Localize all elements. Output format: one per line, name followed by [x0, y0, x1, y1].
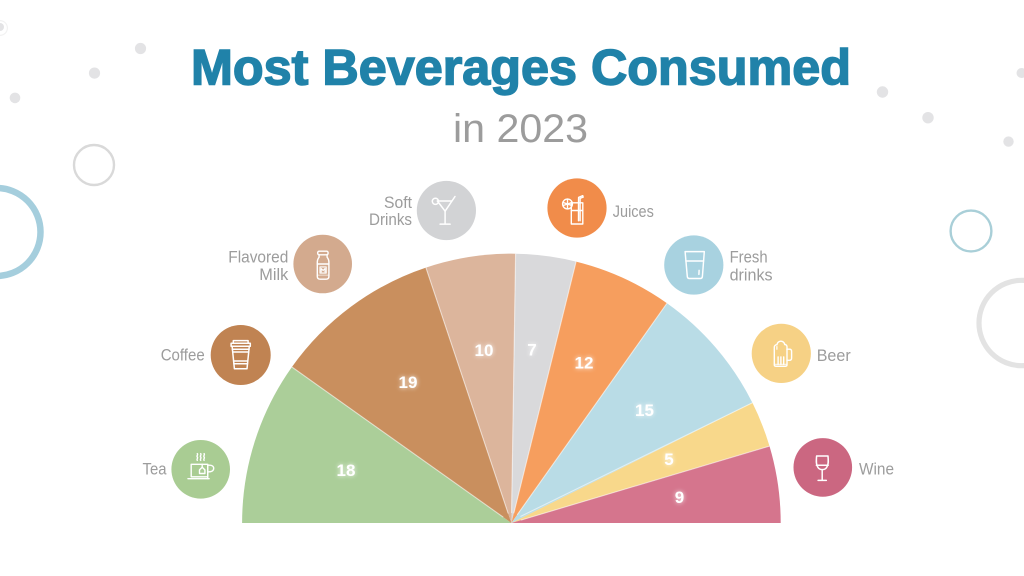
- svg-text:Drinks: Drinks: [369, 210, 412, 229]
- svg-text:12: 12: [575, 354, 594, 373]
- svg-text:Most Beverages Consumed: Most Beverages Consumed: [191, 39, 851, 95]
- svg-text:Soft: Soft: [384, 193, 412, 212]
- svg-text:9: 9: [675, 488, 684, 507]
- svg-text:Fresh: Fresh: [730, 248, 768, 267]
- svg-text:Wine: Wine: [859, 460, 894, 479]
- svg-text:10: 10: [475, 341, 494, 360]
- svg-text:7: 7: [527, 341, 536, 360]
- svg-text:Juices: Juices: [613, 202, 654, 221]
- svg-text:19: 19: [399, 373, 418, 392]
- svg-text:Flavored: Flavored: [228, 248, 288, 267]
- svg-text:drinks: drinks: [730, 266, 773, 285]
- svg-text:Milk: Milk: [259, 265, 288, 284]
- svg-text:Coffee: Coffee: [161, 346, 205, 365]
- svg-text:in 2023: in 2023: [453, 107, 588, 151]
- svg-text:Beer: Beer: [817, 346, 851, 365]
- svg-text:5: 5: [664, 450, 673, 469]
- svg-text:Tea: Tea: [143, 460, 167, 479]
- svg-text:18: 18: [337, 461, 356, 480]
- svg-text:15: 15: [635, 401, 654, 420]
